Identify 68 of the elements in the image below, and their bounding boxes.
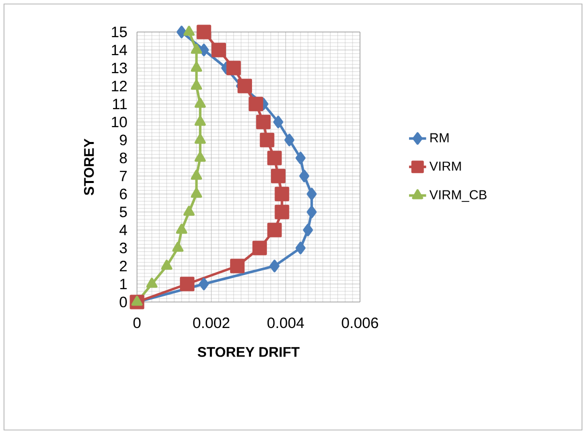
y-tick-label: 1 <box>120 278 127 290</box>
point <box>248 96 264 112</box>
point <box>190 188 202 198</box>
point <box>274 204 290 220</box>
y-tick-label: 7 <box>120 170 127 182</box>
point <box>190 80 202 90</box>
point <box>256 114 271 130</box>
point <box>230 258 245 274</box>
y-tick-label: 4 <box>119 224 128 236</box>
legend-label: RM <box>430 133 449 142</box>
point <box>190 170 202 180</box>
y-tick-label: 12 <box>112 80 127 92</box>
y-tick-label: 13 <box>112 62 127 74</box>
y-tick-label: 15 <box>112 26 127 38</box>
y-tick-label: 11 <box>113 98 127 110</box>
point <box>306 188 317 200</box>
x-tick-label: 0.006 <box>342 318 378 328</box>
point <box>176 224 188 234</box>
y-tick-label: 3 <box>120 242 127 254</box>
point <box>306 206 317 218</box>
point <box>226 60 241 76</box>
y-tick-label: 5 <box>120 206 127 218</box>
point <box>194 98 206 108</box>
point <box>270 168 286 184</box>
point <box>146 278 158 288</box>
point <box>267 150 282 166</box>
legend-label: VIRM_CB <box>429 190 486 202</box>
point <box>260 132 274 148</box>
point <box>180 276 194 292</box>
point <box>194 134 206 144</box>
x-tick-label: 0 <box>133 318 141 328</box>
point <box>198 44 209 56</box>
point <box>267 222 282 238</box>
point <box>190 44 202 54</box>
point <box>131 296 143 306</box>
point <box>252 240 267 256</box>
y-tick-label: 8 <box>120 152 127 164</box>
point <box>176 26 187 38</box>
point <box>238 78 252 94</box>
y-axis-title: STOREY <box>84 138 94 196</box>
point <box>190 62 202 72</box>
x-tick-label: 0.002 <box>193 318 230 328</box>
point <box>194 116 206 126</box>
point <box>299 170 310 182</box>
y-tick-label: 10 <box>112 116 127 128</box>
point <box>172 242 184 252</box>
point <box>194 152 206 162</box>
point <box>212 42 226 58</box>
x-tick-label: 0.004 <box>267 318 304 328</box>
point <box>161 260 172 270</box>
point <box>274 186 290 202</box>
point <box>296 152 306 164</box>
y-tick-label: 6 <box>120 188 127 200</box>
point <box>284 134 294 146</box>
y-tick-label: 2 <box>120 260 127 272</box>
point <box>183 206 195 216</box>
point <box>198 278 209 290</box>
legend-label: VIRM <box>429 162 461 171</box>
point <box>270 260 280 272</box>
point <box>296 242 306 254</box>
point <box>183 26 195 36</box>
point <box>273 116 284 128</box>
point <box>302 224 313 236</box>
point <box>196 24 212 40</box>
y-tick-label: 9 <box>120 134 127 146</box>
x-axis-title: STOREY DRIFT <box>198 347 300 357</box>
y-tick-label: 14 <box>112 44 128 56</box>
y-tick-label: 0 <box>120 296 127 308</box>
